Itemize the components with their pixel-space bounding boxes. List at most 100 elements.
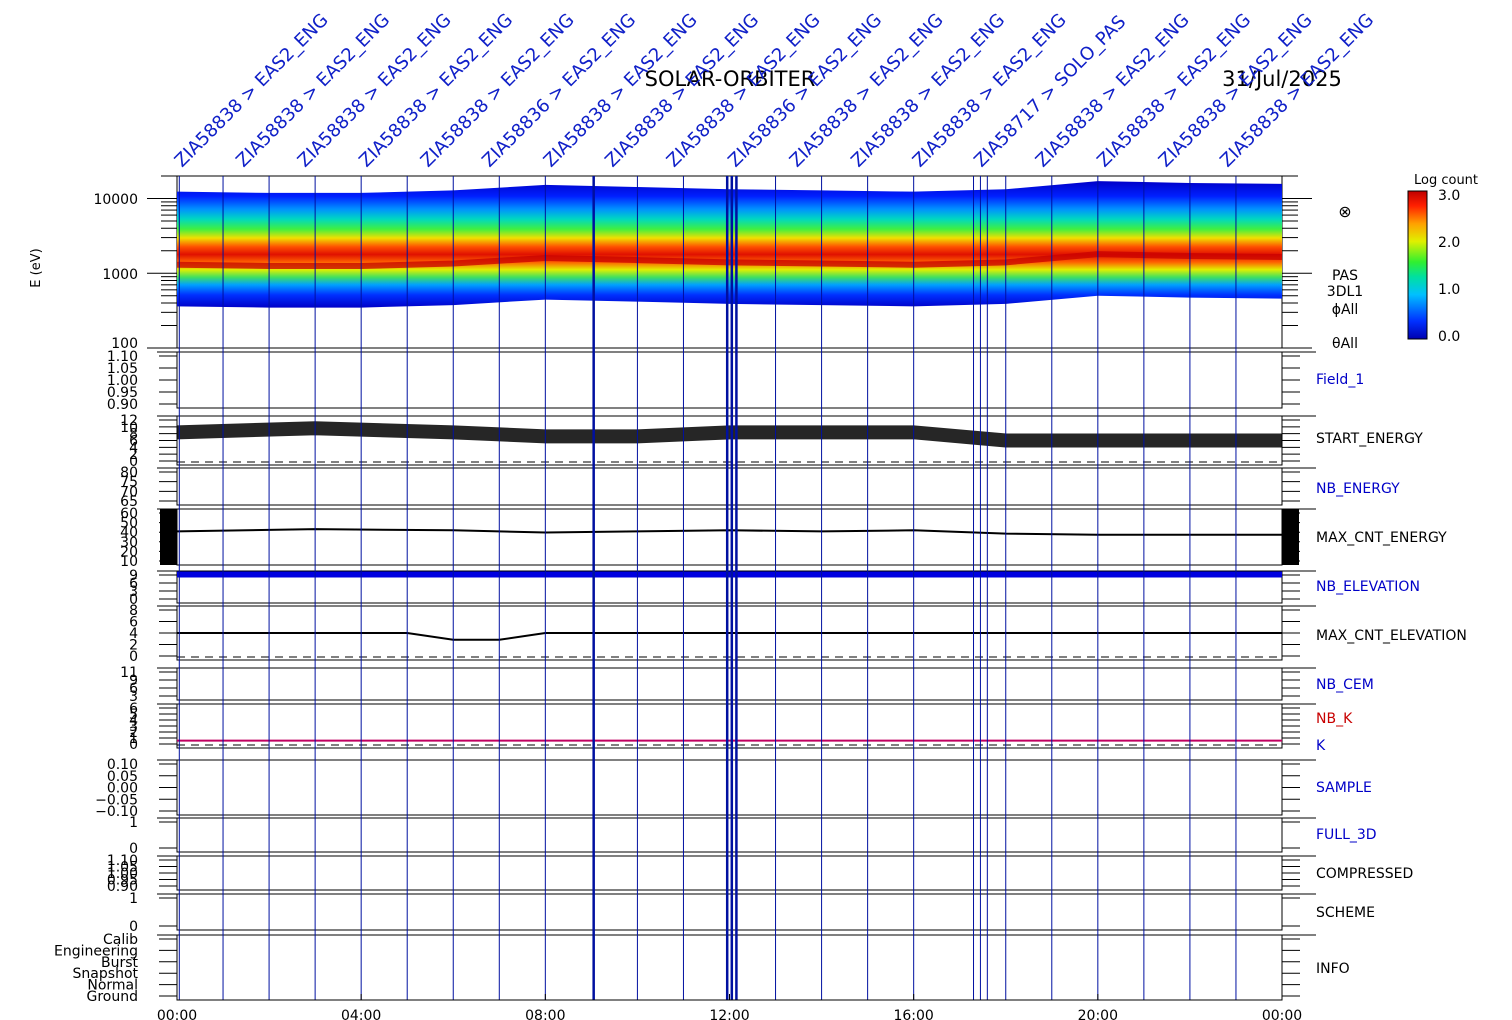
series-start-energy (176, 421, 1282, 448)
panel-tick-label: 2 (129, 447, 138, 463)
panel-tick-label: 0 (129, 919, 138, 935)
panel-tick-label: −0.10 (95, 804, 138, 820)
time-tick-label: 00:00 (1262, 1008, 1302, 1020)
panel-tick-label: 1.00 (107, 373, 138, 389)
panel-edge-block (160, 509, 177, 565)
panel-tick-label: 0 (129, 737, 138, 753)
panel-tick-label: 6 (129, 576, 138, 592)
panel-info: CalibEngineeringBurstSnapshotNormalGroun… (54, 932, 1350, 1005)
panel-tick-label: 10 (120, 420, 138, 436)
time-tick-label: 08:00 (525, 1008, 565, 1020)
panel-tick-label: 2 (129, 638, 138, 654)
panel-tick-label: 30 (120, 535, 138, 551)
side-label-3dl1: 3DL1 (1327, 284, 1363, 300)
colorbar-tick-2: 2.0 (1438, 235, 1460, 251)
panel-tick-label: Calib (103, 932, 138, 948)
panel-label: SCHEME (1316, 905, 1375, 921)
panel-label: NB_ENERGY (1316, 481, 1400, 497)
panel-tick-label: 0 (129, 841, 138, 857)
panel-tick-label: 0.95 (107, 873, 138, 889)
panel-tick-label: 1 (129, 891, 138, 907)
ytick-100: 100 (111, 336, 138, 352)
panel-tick-label: 8 (129, 427, 138, 443)
panel-tick-label: 0 (129, 592, 138, 608)
panel-tick-label: 3 (129, 719, 138, 735)
panel-tick-label: 6 (129, 434, 138, 450)
panel-tick-label: 0.90 (107, 397, 138, 413)
panel-tick-label: 10 (120, 554, 138, 570)
y-axis-title: E (eV) (29, 248, 44, 287)
panel-label: FULL_3D (1316, 827, 1377, 843)
time-tick-label: 16:00 (893, 1008, 933, 1020)
panel-tick-label: 40 (120, 525, 138, 541)
spectrogram-panel: E (eV) 10000 1000 100 ⊗ PAS 3DL1 ϕAll θA… (29, 175, 1363, 352)
panel-label: COMPRESSED (1316, 866, 1413, 882)
panel-label: K (1316, 738, 1326, 754)
housekeeping-panels: 1.101.051.000.950.90Field_1121086420STAR… (54, 349, 1467, 1005)
panel-tick-label: Burst (101, 955, 139, 971)
look-direction-icon: ⊗ (1338, 202, 1351, 221)
panel-tick-label: 80 (120, 465, 138, 481)
colorbar-tick-0: 0.0 (1438, 329, 1460, 345)
panel-sample: 0.100.050.00−0.05−0.10 SAMPLE (95, 757, 1372, 820)
panel-label: START_ENERGY (1316, 431, 1423, 447)
panel-label: MAX_CNT_ENERGY (1316, 530, 1447, 546)
panel-tick-label: 0 (129, 649, 138, 665)
panel-label: MAX_CNT_ELEVATION (1316, 628, 1467, 644)
panel-label: NB_ELEVATION (1316, 579, 1420, 595)
panel-tick-label: 5 (129, 707, 138, 723)
side-label-theta: θAll (1332, 336, 1358, 352)
panel-tick-label: 1.00 (107, 866, 138, 882)
panel-tick-label: 4 (129, 713, 138, 729)
panel-tick-label: 0.90 (107, 879, 138, 895)
panel-tick-label: 1.10 (107, 853, 138, 869)
panel-tick-label: 6 (129, 681, 138, 697)
panel-tick-label: 20 (120, 544, 138, 560)
time-axis: 00:00 04:00 08:00 12:00 16:00 20:00 00:00 (157, 994, 1302, 1020)
panel-tick-label: −0.05 (95, 792, 138, 808)
command-marker-lines (178, 176, 1237, 1000)
panel-tick-label: 70 (120, 484, 138, 500)
colorbar-tick-1: 1.0 (1438, 282, 1460, 298)
ytick-10000: 10000 (93, 192, 138, 208)
panel-tick-label: 75 (120, 475, 138, 491)
panel-tick-label: 3 (129, 689, 138, 705)
panel-edge-block (1282, 509, 1299, 565)
panel-compressed: 1.101.051.000.950.90 COMPRESSED (107, 853, 1413, 895)
panel-tick-label: 0.00 (107, 781, 138, 797)
date-label: 31/Jul/2025 (1222, 67, 1342, 91)
panel-tick-label: 1 (129, 731, 138, 747)
panel-tick-label: 60 (120, 506, 138, 522)
panel-tick-label: 0.95 (107, 385, 138, 401)
side-label-phi: ϕAll (1332, 302, 1359, 318)
panel-tick-label: 3 (129, 584, 138, 600)
panel-tick-label: 1 (129, 815, 138, 831)
panel-label: Field_1 (1316, 372, 1364, 388)
panel-label: NB_K (1316, 711, 1353, 727)
panel-tick-label: 12 (120, 413, 138, 429)
panel-scheme: 1 0 SCHEME (129, 891, 1375, 935)
panel-tick-label: Snapshot (73, 966, 139, 982)
panel-label: INFO (1316, 961, 1350, 977)
time-tick-label: 04:00 (341, 1008, 381, 1020)
panel-tick-label: 6 (129, 615, 138, 631)
time-tick-label: 20:00 (1078, 1008, 1118, 1020)
panel-tick-label: 50 (120, 516, 138, 532)
colorbar-title: Log count (1414, 173, 1478, 188)
panel-tick-label: 8 (129, 603, 138, 619)
panel-tick-label: 9 (129, 568, 138, 584)
series-max-cnt-energy (176, 528, 1282, 536)
panel-tick-label: 6 (129, 701, 138, 717)
panel-tick-label: 2 (129, 725, 138, 741)
panel-full-3d: 1 0 FULL_3D (129, 815, 1377, 857)
panel-tick-label: 0.10 (107, 757, 138, 773)
panel-tick-label: 1.10 (107, 349, 138, 365)
panel-tick-label: 0 (129, 454, 138, 470)
panel-tick-label: 9 (129, 673, 138, 689)
time-tick-label: 12:00 (709, 1008, 749, 1020)
panel-tick-label: Ground (87, 989, 139, 1005)
spectrogram-minor-ticks (147, 175, 1312, 349)
